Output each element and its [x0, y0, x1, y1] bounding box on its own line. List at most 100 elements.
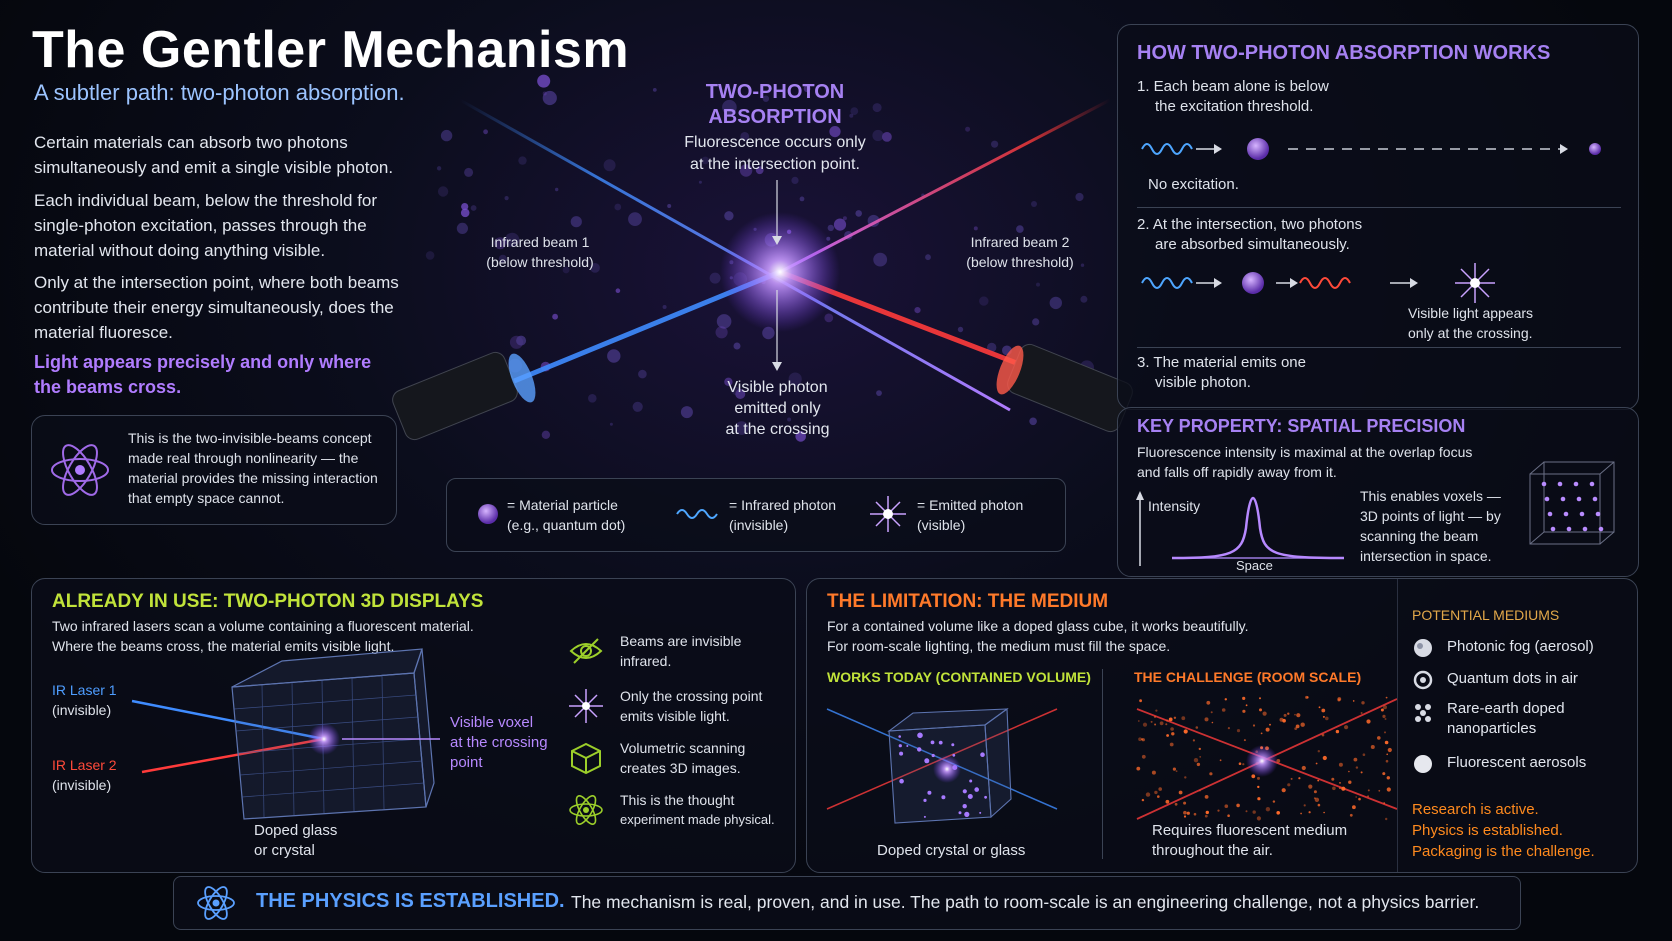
- aerosol-dot: [1257, 785, 1260, 789]
- legend-infrared-line2: (invisible): [729, 517, 789, 533]
- challenge-caption-line1: Requires fluorescent medium: [1152, 822, 1348, 839]
- particle: [698, 180, 702, 184]
- aerosol-dot: [1183, 810, 1187, 815]
- aerosol-dot: [1265, 807, 1271, 812]
- particle: [965, 126, 971, 132]
- particle: [603, 159, 616, 172]
- aerosol-dot: [1227, 814, 1230, 817]
- intro-paragraph-2: Each individual beam, below the threshol…: [34, 191, 378, 260]
- dopant-dot: [958, 811, 962, 815]
- aerosol-dot: [1158, 787, 1162, 791]
- feature-line2: creates 3D images.: [620, 760, 741, 776]
- aerosol-dot: [1195, 726, 1199, 729]
- limitation-desc-line2: For room-scale lighting, the medium must…: [827, 638, 1171, 654]
- aerosol-dot: [1382, 772, 1386, 776]
- aerosol-dot: [1168, 717, 1173, 722]
- aerosol-dot: [1358, 797, 1361, 801]
- voxel-dot: [1550, 526, 1556, 532]
- step1-line1: 1. Each beam alone is below: [1137, 78, 1329, 95]
- dopant-dot: [923, 798, 927, 802]
- aerosol-dot: [1224, 804, 1229, 808]
- particle: [827, 224, 834, 232]
- particle: [628, 212, 642, 227]
- particle: [588, 394, 597, 403]
- voxel-dot: [1541, 481, 1547, 487]
- particle: [882, 132, 892, 142]
- particle: [829, 126, 841, 138]
- aerosol-dot: [1332, 786, 1336, 791]
- aerosol-dot: [1205, 810, 1209, 815]
- aerosol-dot: [1282, 718, 1286, 723]
- aerosol-dot: [1238, 762, 1242, 765]
- grid-line: [239, 760, 423, 776]
- aerosol-dot: [1145, 792, 1151, 797]
- displays-heading: ALREADY IN USE: TWO-PHOTON 3D DISPLAYS: [52, 591, 484, 612]
- aerosol-dot: [1294, 727, 1298, 730]
- feature-item: Beams are invisible infrared.: [568, 631, 788, 686]
- limitation-heading: THE LIMITATION: THE MEDIUM: [827, 591, 1109, 612]
- footer-bold: THE PHYSICS IS ESTABLISHED.: [256, 890, 565, 912]
- voxel-note-line3: scanning the beam: [1360, 528, 1479, 544]
- visible-photon-label: Visible photon emitted only at the cross…: [680, 377, 875, 440]
- aerosol-dot: [1242, 763, 1245, 766]
- aerosol-dot: [1166, 734, 1169, 737]
- center-caption-line1: Fluorescence occurs only: [684, 134, 866, 151]
- aerosol-dot: [1315, 762, 1318, 765]
- visible-photon-line3: at the crossing: [725, 421, 830, 438]
- particle: [1075, 192, 1084, 202]
- medium-item: Photonic fog (aerosol): [1412, 635, 1627, 667]
- fog-icon: [1414, 639, 1432, 657]
- voxel-dot: [1589, 481, 1595, 487]
- beam2-label: Infrared beam 2 (below threshold): [935, 232, 1105, 272]
- particle: [498, 254, 507, 263]
- key-property-desc-line1: Fluorescence intensity is maximal at the…: [1137, 444, 1473, 460]
- dopant-dot: [964, 811, 970, 817]
- aerosol-dot: [1221, 708, 1226, 712]
- aerosol-dot: [1210, 711, 1213, 714]
- glass-label-line1: Doped glass: [254, 822, 338, 839]
- aerosol-dot: [1224, 698, 1227, 701]
- aerosol-dot: [1300, 812, 1302, 815]
- aerosol-dot: [1339, 787, 1341, 790]
- aerosol-dot: [1260, 732, 1263, 735]
- particle: [957, 326, 964, 333]
- feature-item: Only the crossing point emits visible li…: [568, 686, 788, 738]
- center-caption-line2: at the intersection point.: [690, 156, 860, 173]
- eye-slash-icon: [569, 638, 603, 664]
- atom-icon: [51, 444, 109, 496]
- atom-icon: [197, 886, 235, 920]
- aerosol-dot: [1322, 715, 1325, 718]
- aerosol-dot: [1171, 732, 1175, 736]
- particle: [562, 266, 570, 274]
- dopant-dot: [962, 789, 967, 794]
- aerosol-dot: [1298, 777, 1301, 780]
- medium-item: Quantum dots in air: [1412, 667, 1627, 699]
- intensity-profile-chart: [1136, 491, 1345, 566]
- dopant-dot: [980, 752, 985, 757]
- aerosol-dot: [1183, 729, 1188, 734]
- aerosol-dot: [1377, 736, 1381, 740]
- concept-note-text: This is the two-invisible-beams concept …: [128, 430, 378, 506]
- grid-line: [241, 782, 425, 798]
- step2-line2: are absorbed simultaneously.: [1155, 236, 1350, 253]
- aerosol-dot: [1321, 733, 1325, 737]
- aerosol-dot: [1204, 795, 1209, 799]
- particle: [762, 95, 770, 102]
- aerosol-dot: [1361, 701, 1365, 705]
- medium-label: Photonic fog (aerosol): [1447, 638, 1594, 655]
- dopant-dot: [899, 751, 904, 756]
- page-subtitle: A subtler path: two-photon absorption.: [34, 80, 405, 105]
- aerosol-dot: [1178, 790, 1183, 795]
- step2-line1: 2. At the intersection, two photons: [1137, 216, 1363, 233]
- footer-banner: THE PHYSICS IS ESTABLISHED. The mechanis…: [173, 876, 1521, 930]
- center-heading-line2: ABSORPTION: [708, 106, 842, 128]
- voxel-note-line2: 3D points of light — by: [1360, 508, 1501, 524]
- aerosol-dot: [1338, 762, 1343, 767]
- mediums-heading: POTENTIAL MEDIUMS: [1412, 607, 1560, 623]
- aerosol-dot: [1317, 750, 1320, 753]
- particle: [1031, 201, 1037, 207]
- particle: [552, 313, 558, 320]
- voxel-dot: [1582, 526, 1588, 532]
- aerosol-dot: [1384, 731, 1386, 734]
- aerosol-dot: [1169, 742, 1174, 747]
